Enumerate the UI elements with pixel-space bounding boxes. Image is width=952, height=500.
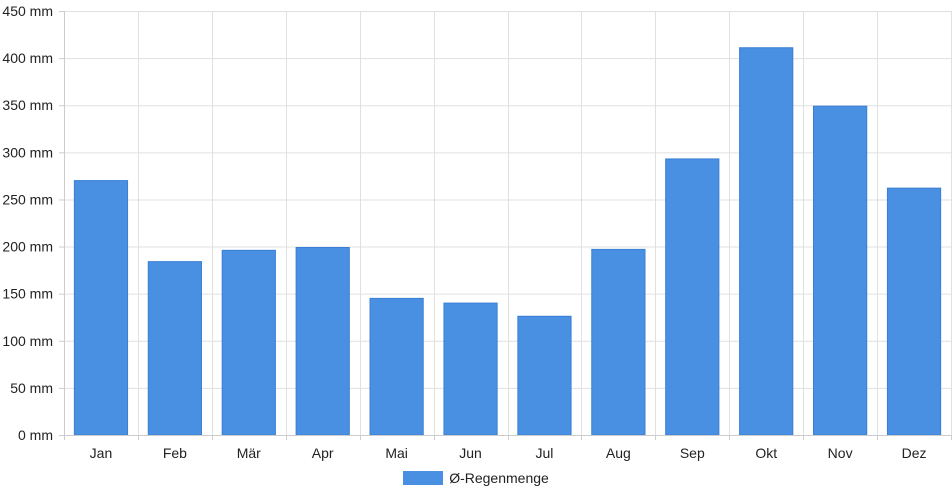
x-tick-label: Feb (163, 445, 187, 461)
x-tick-label: Apr (312, 445, 334, 461)
bar[interactable] (73, 180, 129, 436)
y-tick-label: 300 mm (2, 144, 53, 160)
bar[interactable] (886, 187, 942, 436)
bar[interactable] (443, 302, 498, 436)
y-tick-label: 400 mm (2, 50, 53, 66)
x-tick-label: Sep (680, 445, 705, 461)
legend[interactable]: Ø-Regenmenge (0, 470, 952, 486)
x-tick-label: Dez (902, 445, 927, 461)
bar[interactable] (739, 47, 794, 436)
x-tick-label: Aug (606, 445, 631, 461)
x-tick-label: Mai (385, 445, 408, 461)
bar[interactable] (369, 297, 424, 436)
y-tick-label: 0 mm (18, 427, 53, 443)
y-tick-label: 200 mm (2, 239, 53, 255)
bars (73, 47, 942, 436)
x-axis: Jan Feb Mär Apr Mai Jun Jul Aug Sep Okt Nov Dez (64, 435, 952, 461)
x-tick-label: Jan (90, 445, 113, 461)
x-tick-label: Jun (459, 445, 482, 461)
x-tick-label: Okt (755, 445, 777, 461)
y-tick-label: 450 mm (2, 3, 53, 19)
bar[interactable] (813, 105, 868, 436)
bar[interactable] (147, 261, 202, 436)
y-tick-label: 50 mm (10, 380, 53, 396)
bar[interactable] (221, 249, 276, 436)
y-tick-label: 100 mm (2, 333, 53, 349)
x-tick-label: Mär (237, 445, 261, 461)
bar[interactable] (517, 315, 572, 436)
x-tick-label: Jul (536, 445, 554, 461)
y-tick-label: 250 mm (2, 191, 53, 207)
y-tick-label: 350 mm (2, 97, 53, 113)
x-tick-label: Nov (828, 445, 853, 461)
legend-label: Ø-Regenmenge (449, 470, 549, 486)
bar[interactable] (665, 158, 720, 436)
bar[interactable] (591, 248, 646, 436)
bar-chart: 0 mm 50 mm 100 mm 150 mm 200 mm 250 mm 300 mm 3… (2, 3, 952, 461)
y-tick-label: 150 mm (2, 286, 53, 302)
y-axis: 0 mm 50 mm 100 mm 150 mm 200 mm 250 mm 300 mm 3… (2, 3, 65, 443)
bar[interactable] (295, 246, 350, 436)
legend-swatch (403, 471, 444, 485)
